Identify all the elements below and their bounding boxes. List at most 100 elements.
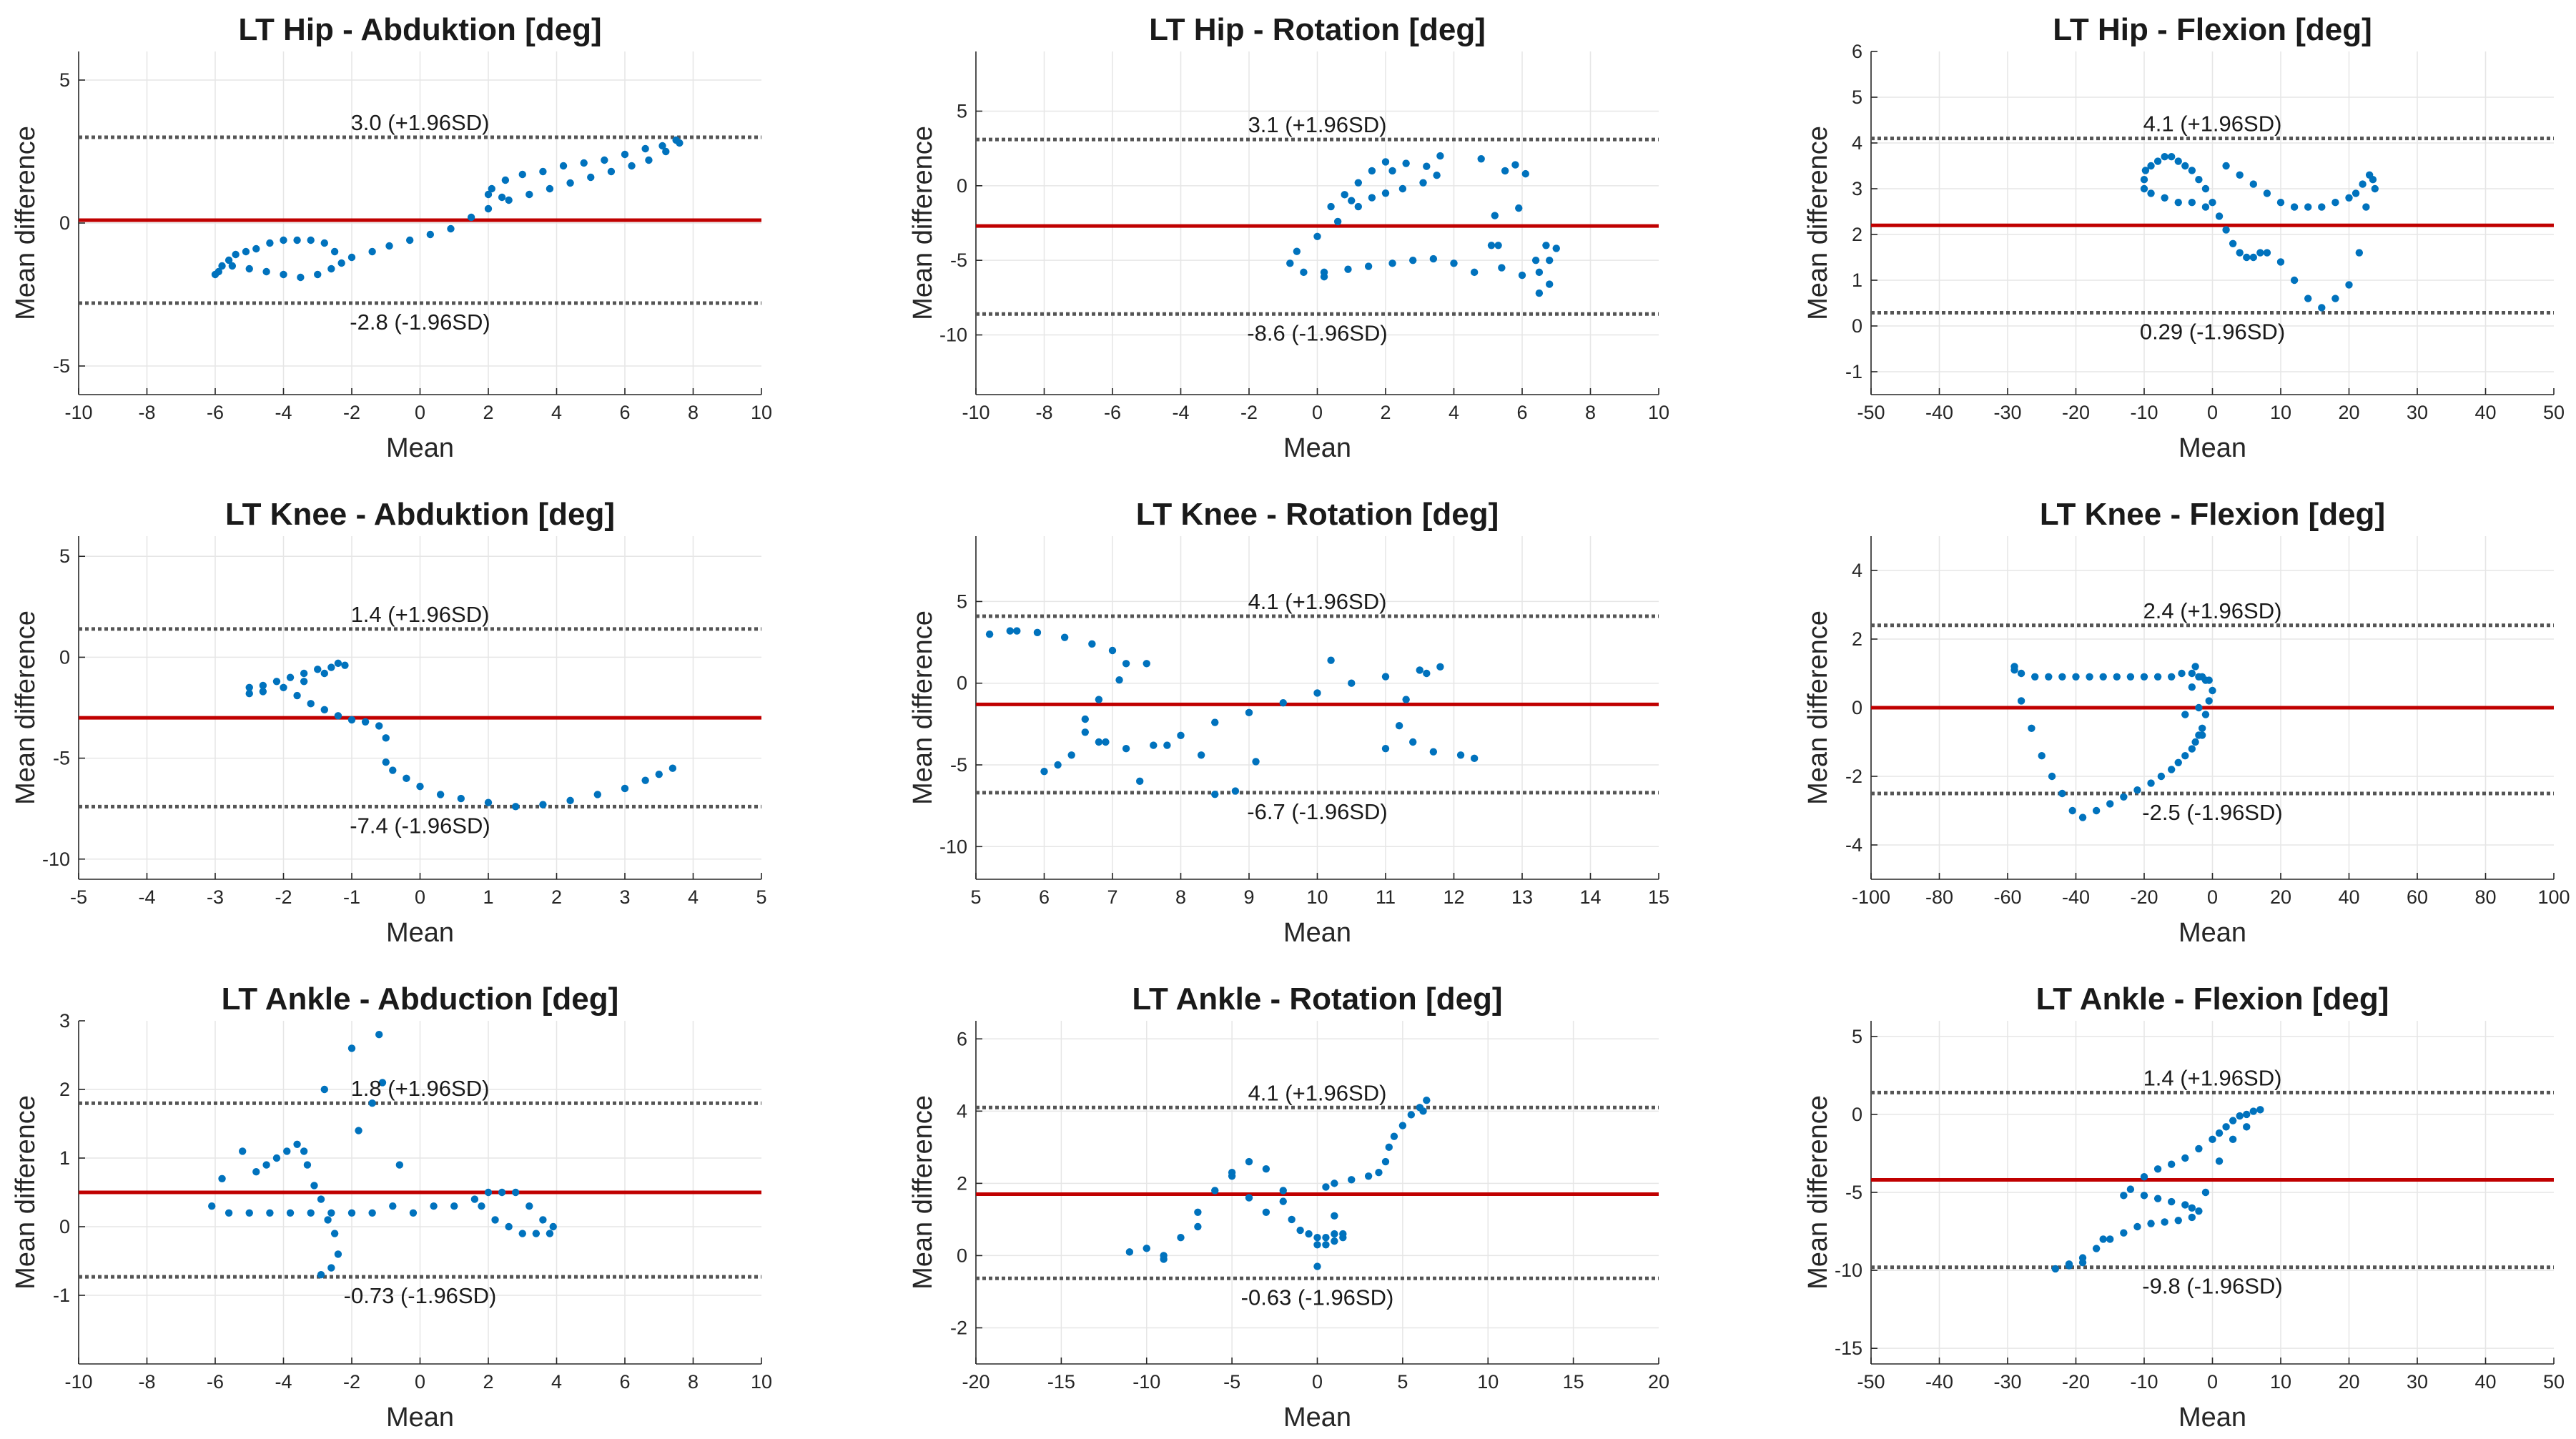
data-point <box>2078 1258 2087 1267</box>
data-point <box>307 236 315 244</box>
data-point <box>1095 696 1103 703</box>
data-point <box>2045 673 2053 681</box>
chart-title: LT Ankle - Flexion [deg] <box>2036 981 2389 1017</box>
data-point <box>2028 724 2035 732</box>
x-axis-label: Mean <box>2178 918 2246 948</box>
x-tick-label: -15 <box>1047 1371 1075 1393</box>
data-point <box>426 230 435 239</box>
data-point <box>1194 1208 1202 1216</box>
data-point <box>1327 202 1335 211</box>
data-point <box>1211 718 1219 726</box>
data-point <box>334 659 342 668</box>
data-point <box>1423 669 1431 678</box>
chart-title: LT Knee - Flexion [deg] <box>2040 497 2385 532</box>
data-point <box>2352 189 2360 197</box>
data-point <box>2229 1117 2237 1124</box>
data-point <box>1419 1107 1427 1115</box>
data-point <box>1470 754 1479 763</box>
x-tick-label: 20 <box>2338 402 2359 423</box>
x-tick-label: -20 <box>2130 886 2158 908</box>
x-tick-label: 0 <box>1312 402 1323 423</box>
data-point <box>1102 738 1110 746</box>
data-point <box>645 156 653 164</box>
data-point <box>2147 779 2155 787</box>
data-point <box>293 691 301 700</box>
x-tick-label: -10 <box>64 1371 92 1393</box>
data-point <box>330 1230 339 1237</box>
data-point <box>1040 767 1048 776</box>
data-point <box>2205 676 2213 684</box>
data-point <box>2099 1235 2107 1243</box>
data-point <box>2147 162 2155 170</box>
data-point <box>1535 268 1544 277</box>
y-tick-label: 6 <box>957 1028 967 1049</box>
x-tick-label: -100 <box>1852 886 1890 908</box>
data-point <box>580 159 588 167</box>
y-tick-label: -5 <box>950 754 967 776</box>
data-point <box>1143 1245 1150 1252</box>
data-point <box>532 1230 541 1237</box>
data-point <box>2161 153 2168 161</box>
data-point <box>347 716 356 724</box>
y-tick-label: 3 <box>59 1010 70 1032</box>
x-tick-label: 2 <box>483 1371 493 1393</box>
data-point <box>1535 289 1544 297</box>
data-point <box>1293 247 1301 255</box>
data-point <box>327 1264 335 1272</box>
data-point <box>641 776 649 784</box>
data-point <box>239 1147 247 1155</box>
chart-title: LT Ankle - Rotation [deg] <box>1132 981 1502 1017</box>
data-point <box>2198 724 2206 732</box>
data-point <box>286 1209 295 1217</box>
y-tick-label: 0 <box>59 1216 70 1237</box>
data-point <box>1313 1233 1321 1242</box>
data-point <box>518 170 526 179</box>
data-point <box>1344 265 1352 273</box>
data-point <box>2201 184 2210 193</box>
data-point <box>1436 663 1444 671</box>
data-point <box>484 798 493 806</box>
x-tick-label: -20 <box>2062 402 2090 423</box>
x-tick-label: 6 <box>619 1371 630 1393</box>
data-point <box>375 1031 383 1039</box>
y-tick-label: -10 <box>939 325 967 346</box>
data-point <box>1313 1241 1321 1249</box>
y-tick-label: 5 <box>59 69 70 91</box>
data-point <box>218 1175 226 1183</box>
data-point <box>1498 264 1506 272</box>
data-point <box>1211 790 1219 798</box>
x-axis-label: Mean <box>2178 1403 2246 1433</box>
data-point <box>518 1230 526 1237</box>
data-point <box>2195 176 2203 184</box>
data-point <box>1368 167 1376 175</box>
data-point <box>2318 304 2326 312</box>
x-tick-label: 20 <box>1648 1371 1669 1393</box>
data-point <box>2048 772 2056 781</box>
data-point <box>252 1168 260 1176</box>
data-point <box>382 758 390 766</box>
x-tick-label: 80 <box>2474 886 2496 908</box>
data-point <box>2141 167 2150 174</box>
data-point <box>1177 1233 1185 1242</box>
data-point <box>280 236 287 244</box>
data-point <box>409 1209 418 1217</box>
data-point <box>2290 203 2299 211</box>
x-tick-label: -6 <box>207 1371 224 1393</box>
x-tick-label: -8 <box>1035 402 1052 423</box>
upper-limit-label: 4.1 (+1.96SD) <box>2143 112 2282 137</box>
data-point <box>314 666 322 673</box>
x-tick-label: -10 <box>64 402 92 423</box>
x-tick-label: 8 <box>688 402 699 423</box>
data-point <box>2010 666 2018 674</box>
lower-limit-label: 0.29 (-1.96SD) <box>2140 319 2285 344</box>
data-point <box>668 764 677 772</box>
data-point <box>2106 1235 2114 1243</box>
data-point <box>2201 1188 2210 1197</box>
x-tick-label: 20 <box>2338 1371 2359 1393</box>
data-point <box>2355 249 2364 257</box>
data-point <box>337 259 345 267</box>
data-point <box>2120 1229 2128 1237</box>
